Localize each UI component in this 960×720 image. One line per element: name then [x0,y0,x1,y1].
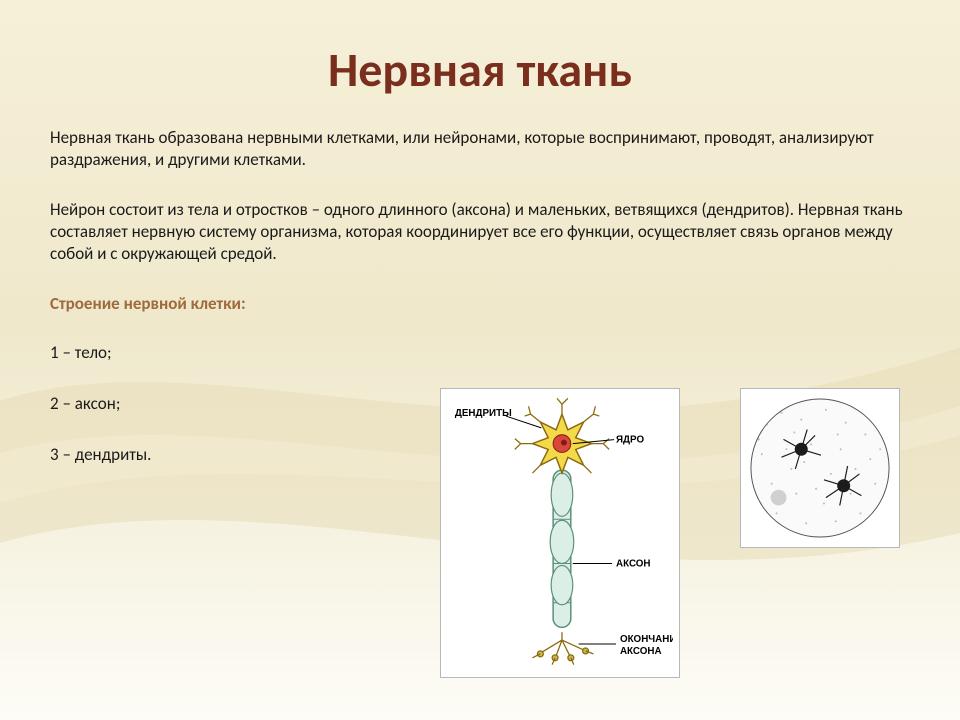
micrograph [740,388,900,548]
subheading: Строение нервной клетки: [50,293,910,314]
slide-title: Нервная ткань [50,40,910,99]
paragraph-1: Нервная ткань образована нервными клетка… [50,127,910,171]
label-axon: АКСОН [616,558,651,569]
label-axon-terminals-1: ОКОНЧАНИЯ [620,634,673,645]
list-item: 1 – тело; [50,342,910,363]
neuron-diagram: ДЕНДРИТЫ ЯДРО АКСОН ОКОНЧАНИЯ АКСОНА [440,388,680,678]
label-axon-terminals-2: АКСОНА [620,646,662,657]
paragraph-2: Нейрон состоит из тела и отростков – одн… [50,199,910,265]
label-dendrites: ДЕНДРИТЫ [455,408,512,419]
label-nucleus: ЯДРО [616,435,644,446]
